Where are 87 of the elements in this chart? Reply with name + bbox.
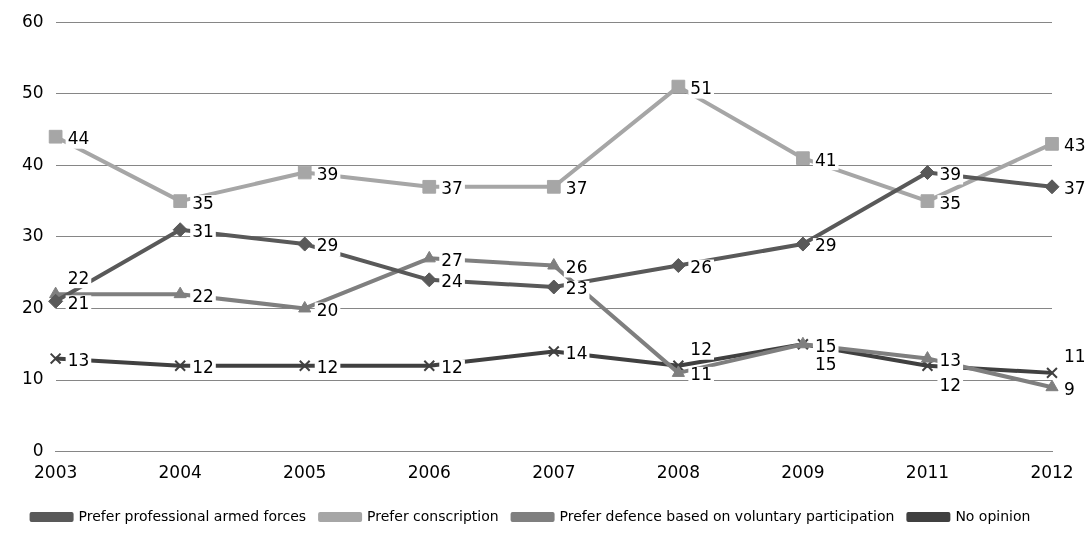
x-tick-label: 2003 [34, 462, 78, 483]
legend-label: Prefer defence based on voluntary participation [559, 507, 895, 524]
y-tick-label: 40 [21, 153, 44, 174]
point [298, 359, 311, 372]
data-label: 12 [690, 339, 712, 360]
data-label: 39 [939, 163, 962, 184]
data-label: 15 [814, 353, 837, 374]
point [173, 194, 188, 208]
data-label: 35 [939, 192, 962, 213]
x-tick-label: 2004 [158, 462, 202, 483]
point [671, 365, 685, 377]
point [1046, 366, 1058, 379]
data-label: 41 [814, 149, 837, 170]
data-label: 13 [939, 349, 962, 370]
point [1045, 379, 1059, 392]
point [422, 179, 437, 194]
x-tick-label: 2009 [781, 462, 825, 483]
point [48, 129, 63, 144]
point [423, 359, 436, 372]
point [546, 279, 562, 295]
x-tick-label: 2012 [1030, 462, 1074, 483]
data-label: 24 [441, 271, 463, 292]
data-label: 21 [67, 292, 90, 313]
point [547, 258, 561, 270]
point [297, 165, 312, 180]
data-label: 29 [316, 235, 339, 256]
data-label: 12 [316, 357, 339, 378]
x-tick-label: 2005 [283, 462, 327, 483]
point [796, 151, 810, 166]
x-tick-label: 2008 [656, 462, 700, 483]
legend-label: Prefer conscription [367, 507, 499, 524]
data-label: 14 [565, 342, 588, 363]
point [297, 236, 313, 252]
data-label: 9 [1064, 378, 1075, 399]
data-label: 29 [814, 235, 837, 256]
point [173, 286, 187, 299]
data-label: 31 [192, 221, 214, 242]
legend-label: Prefer professional armed forces [78, 507, 307, 524]
y-tick-label: 0 [32, 440, 44, 461]
y-tick-label: 60 [21, 10, 44, 31]
data-label: 26 [565, 256, 588, 277]
point [1045, 137, 1059, 151]
point [422, 250, 436, 263]
y-tick-label: 50 [21, 82, 44, 103]
point [421, 272, 437, 288]
data-label: 37 [1064, 178, 1086, 199]
point [1044, 179, 1060, 195]
point [920, 351, 935, 363]
data-label: 37 [441, 178, 463, 199]
data-label: 20 [316, 299, 339, 320]
y-tick-label: 10 [21, 368, 44, 389]
data-label: 11 [1064, 346, 1086, 367]
data-label: 35 [192, 192, 214, 213]
data-label: 22 [192, 285, 214, 306]
point [670, 258, 686, 274]
point [795, 236, 811, 252]
data-label: 23 [565, 278, 588, 299]
data-label: 37 [565, 178, 588, 199]
data-label: 39 [316, 163, 339, 184]
point [49, 352, 62, 365]
y-tick-label: 30 [21, 225, 44, 246]
y-tick-label: 20 [21, 296, 44, 317]
data-label: 43 [1064, 135, 1086, 156]
data-label: 15 [814, 335, 837, 356]
point [48, 293, 64, 309]
data-label: 13 [67, 349, 90, 370]
x-tick-label: 2011 [905, 462, 950, 483]
point [920, 194, 935, 208]
data-label: 12 [441, 357, 463, 378]
data-label: 22 [67, 267, 90, 288]
legend-label: No opinion [955, 507, 1031, 524]
data-label: 51 [690, 78, 712, 99]
x-tick-label: 2006 [407, 462, 451, 483]
data-label: 12 [939, 375, 962, 396]
x-tick-label: 2007 [532, 462, 576, 483]
point [546, 179, 561, 194]
point [174, 359, 187, 372]
data-label: 44 [67, 128, 90, 149]
point [547, 345, 560, 358]
point [298, 300, 312, 313]
data-label: 27 [441, 249, 463, 270]
data-label: 26 [690, 256, 712, 277]
data-label: 12 [192, 357, 214, 378]
data-label: 11 [690, 364, 712, 385]
point [172, 222, 188, 238]
point [671, 79, 686, 94]
point [919, 164, 935, 180]
